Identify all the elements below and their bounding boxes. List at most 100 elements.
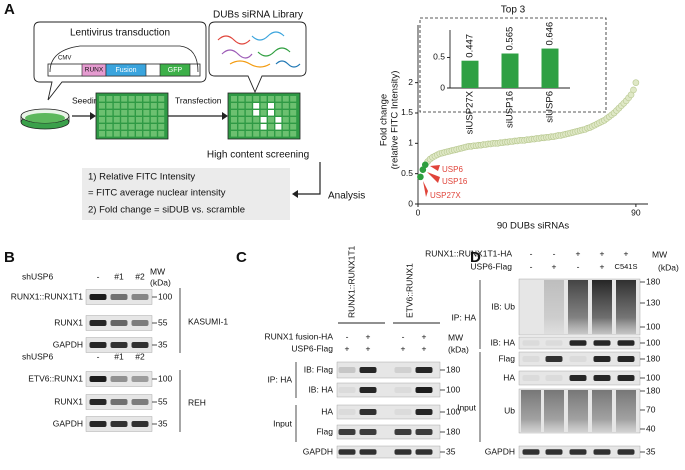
band (394, 387, 412, 393)
well (128, 103, 135, 109)
well (128, 110, 135, 116)
row-label: HA (321, 406, 333, 416)
lane-label: + (600, 248, 605, 258)
row-label: GAPDH (53, 418, 83, 428)
row-label: GAPDH (303, 446, 333, 456)
band (131, 342, 149, 348)
well (158, 131, 165, 137)
mw-label: 100 (158, 373, 172, 383)
inset-title: Top 3 (501, 5, 526, 16)
well (106, 131, 113, 137)
band (415, 449, 433, 455)
band (617, 449, 635, 455)
band (89, 294, 107, 300)
band (593, 449, 611, 455)
well (282, 131, 289, 137)
band (131, 320, 149, 326)
well (150, 117, 157, 123)
well (106, 103, 113, 109)
band (131, 294, 149, 300)
band (338, 367, 356, 373)
smear (544, 280, 564, 334)
bar (541, 48, 559, 88)
row-label: Flag (498, 353, 515, 363)
well (245, 103, 252, 109)
column-header: RUNX1::RUNX1T1 (346, 245, 356, 318)
lane-label: C541S (615, 262, 638, 271)
band (89, 342, 107, 348)
well (260, 131, 267, 137)
speech-bubble (33, 21, 207, 101)
well (99, 96, 105, 102)
x-tick-label: 90 (631, 207, 641, 217)
band (110, 294, 128, 300)
band (415, 409, 433, 415)
panel-label: A (4, 1, 15, 18)
row-label: GAPDH (53, 339, 83, 349)
treatment-label: USP6-Flag (291, 343, 333, 353)
smear (568, 280, 588, 334)
well (150, 124, 157, 130)
well (260, 96, 267, 102)
smear (521, 390, 541, 432)
well (238, 110, 245, 116)
well (158, 117, 165, 123)
well (238, 131, 245, 137)
treatment-label: RUNX1::RUNX1T1-HA (425, 248, 512, 258)
annotation-arrow (427, 172, 440, 183)
mw-label: 35 (446, 446, 456, 456)
band (522, 375, 540, 381)
lane-label: + (600, 261, 605, 271)
band (110, 399, 128, 405)
well (143, 124, 150, 130)
row-label: GAPDH (485, 446, 515, 456)
well (282, 124, 289, 130)
well (136, 117, 142, 123)
x-tick-label: siUSP6 (545, 91, 556, 123)
annotation: USP6 (442, 165, 463, 174)
band (131, 421, 149, 427)
band (569, 375, 587, 381)
y-tick-label: 1 (408, 138, 413, 148)
y-tick-label: 0 (440, 82, 445, 92)
mw-label: 35 (646, 446, 656, 456)
well (128, 96, 135, 102)
band (593, 375, 611, 381)
mw-label: 130 (646, 297, 660, 307)
row-label: RUNX1 (54, 317, 83, 327)
annotation-arrow (423, 181, 428, 197)
y-tick-label: 0.5 (401, 168, 413, 178)
row-label: IB: Flag (304, 364, 334, 374)
mw-header: MW (150, 266, 165, 276)
y-tick-label: 0 (408, 198, 413, 208)
well (290, 110, 297, 116)
band (359, 367, 377, 373)
well (245, 124, 252, 130)
mw-label: 100 (646, 337, 660, 347)
band (569, 449, 587, 455)
lane-label: - (577, 261, 580, 271)
band (89, 376, 107, 382)
step-label: DUBs siRNA Library (213, 10, 303, 21)
mw-header: MW (448, 332, 463, 342)
well (99, 117, 105, 123)
well (231, 103, 237, 109)
well (253, 103, 260, 109)
group-label: Input (273, 418, 293, 428)
well (282, 117, 289, 123)
band (359, 449, 377, 455)
well (290, 124, 297, 130)
treatment-label: shUSP6 (22, 271, 53, 281)
well (128, 131, 135, 137)
treatment-label: USP6-Flag (470, 261, 512, 271)
well (268, 124, 274, 130)
well (238, 124, 245, 130)
well (253, 110, 260, 116)
well (268, 103, 274, 109)
band (545, 375, 563, 381)
row-label: HA (503, 372, 515, 382)
well (290, 103, 297, 109)
well (260, 124, 267, 130)
band (394, 367, 412, 373)
